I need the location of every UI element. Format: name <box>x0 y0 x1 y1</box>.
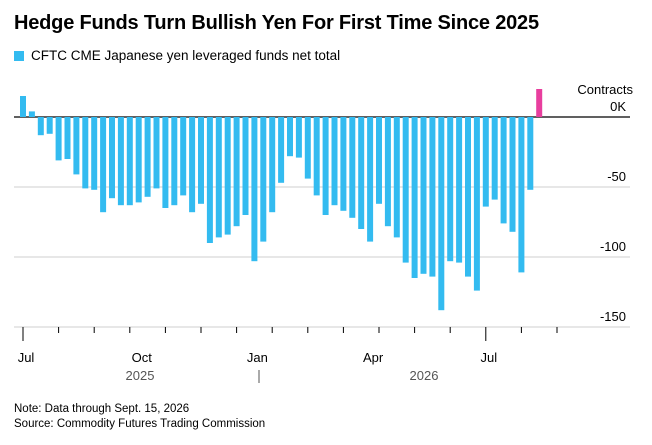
y-tick-label: 0K <box>610 99 626 114</box>
bar <box>331 117 338 206</box>
bar <box>162 117 169 208</box>
bar <box>304 117 311 179</box>
bar <box>456 117 463 263</box>
bar <box>465 117 471 277</box>
bar <box>109 117 115 199</box>
bar <box>376 117 382 204</box>
bar <box>198 117 204 204</box>
bar <box>215 117 222 238</box>
x-tick-label: Jul <box>18 350 35 365</box>
bar <box>251 117 258 262</box>
bar <box>367 117 374 242</box>
y-tick-label: -100 <box>600 239 626 254</box>
bar <box>287 117 293 157</box>
bar <box>100 117 107 213</box>
year-label: 2026 <box>410 368 439 383</box>
bar <box>278 117 285 183</box>
bar <box>509 117 516 232</box>
bar <box>189 117 196 213</box>
bar <box>233 117 240 227</box>
legend-swatch <box>14 50 24 61</box>
y-tick-label: -50 <box>607 169 626 184</box>
chart-title: Hedge Funds Turn Bullish Yen For First T… <box>14 12 539 34</box>
x-tick-label: Jan <box>247 350 268 365</box>
y-tick-label: -150 <box>600 309 626 324</box>
bar <box>135 117 142 203</box>
bar <box>242 117 249 215</box>
bar <box>349 117 356 218</box>
bar <box>153 117 160 189</box>
footnote-source: Source: Commodity Futures Trading Commis… <box>14 418 266 430</box>
footnote-note: Note: Data through Sept. 15, 2026 <box>14 403 190 415</box>
bar <box>82 117 89 189</box>
bar <box>313 117 320 196</box>
x-tick-label: Oct <box>132 350 153 365</box>
bar <box>117 117 124 206</box>
bar <box>491 117 498 200</box>
year-label: 2025 <box>126 368 155 383</box>
bar <box>295 117 302 158</box>
bar <box>429 117 436 277</box>
bar <box>411 117 418 278</box>
x-tick-label: Jul <box>480 350 497 365</box>
bar <box>180 117 187 196</box>
bar <box>224 117 231 235</box>
x-tick-label: Apr <box>363 350 384 365</box>
bar <box>473 117 480 291</box>
bar <box>340 117 347 211</box>
bar <box>206 117 213 243</box>
bar <box>482 117 489 207</box>
bar <box>420 117 427 274</box>
bar <box>438 117 445 311</box>
bar <box>37 117 44 136</box>
bar-chart: 0K -50 -100 -150 Contracts Jul Oct Jan Apr Jul 202… <box>14 82 633 383</box>
bar-latest <box>536 89 543 117</box>
bar <box>269 117 276 213</box>
bar <box>91 117 98 190</box>
bar <box>527 117 534 190</box>
y-unit-label: Contracts <box>577 82 633 97</box>
legend: CFTC CME Japanese yen leveraged funds ne… <box>14 48 340 63</box>
bar <box>260 117 267 242</box>
bar <box>358 117 365 229</box>
bar <box>28 111 35 117</box>
bar <box>64 117 71 159</box>
bar <box>171 117 178 206</box>
bar <box>46 117 53 134</box>
bar <box>447 117 454 262</box>
bar <box>402 117 409 263</box>
bar <box>73 117 80 175</box>
bar <box>55 117 62 161</box>
bar <box>384 117 391 227</box>
bar <box>393 117 400 238</box>
bar <box>500 117 507 224</box>
bar <box>518 117 525 273</box>
bar <box>20 96 26 117</box>
legend-label: CFTC CME Japanese yen leveraged funds ne… <box>31 48 341 63</box>
bar <box>126 117 133 206</box>
bar <box>322 117 329 215</box>
bar <box>144 117 151 197</box>
